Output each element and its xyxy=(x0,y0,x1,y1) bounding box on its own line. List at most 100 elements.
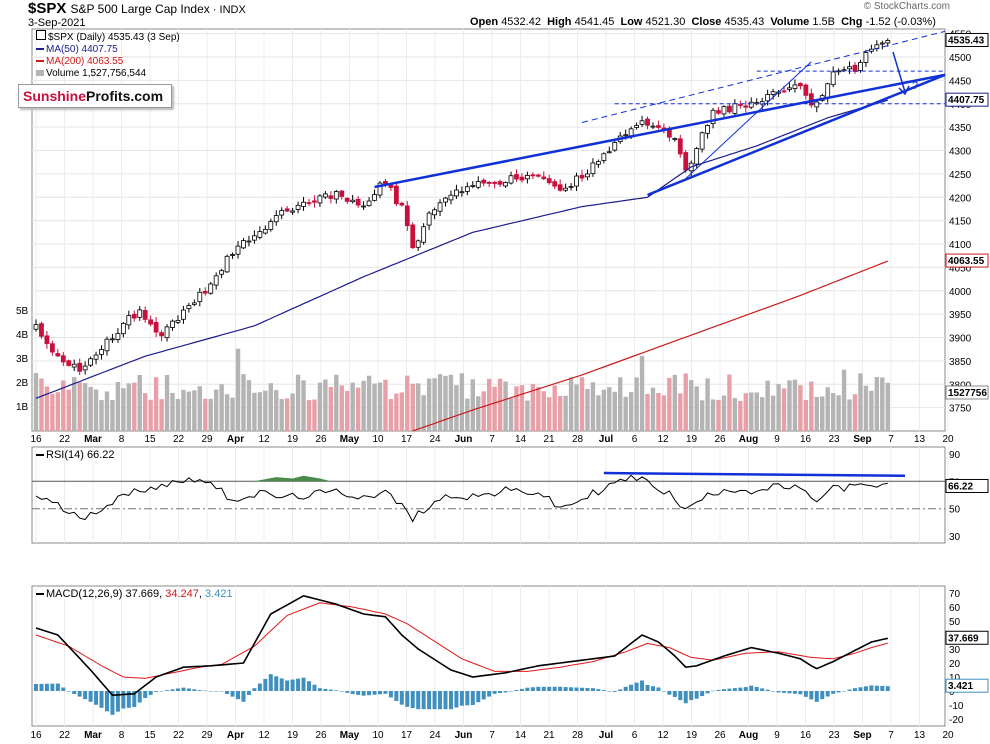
candle-body xyxy=(361,205,367,208)
price-tick-label: 3850 xyxy=(949,357,972,368)
candle-body xyxy=(808,93,814,106)
macd-histogram-bar xyxy=(481,691,486,700)
macd-histogram-bar xyxy=(498,691,503,694)
volume-bar xyxy=(481,391,486,431)
macd-histogram-bar xyxy=(727,688,732,691)
volume-bar xyxy=(601,389,607,431)
x-tick-label: 15 xyxy=(144,434,156,445)
candle-body xyxy=(404,205,410,227)
macd-histogram-bar xyxy=(776,691,781,693)
macd-histogram-bar xyxy=(230,691,235,697)
rsi-title: RSI(14) xyxy=(46,449,84,461)
x-tick-label: 29 xyxy=(201,730,213,741)
question-annotation: ? xyxy=(912,80,919,92)
macd-histogram-bar xyxy=(83,691,88,700)
candle-body xyxy=(437,202,443,212)
macd-signal-line xyxy=(35,602,888,679)
macd-histogram-bar xyxy=(34,684,38,691)
x-tick-label: 8 xyxy=(119,730,125,741)
candle-body xyxy=(312,200,317,203)
volume-tick-label: 5B xyxy=(16,306,29,317)
legend-ma50: MA(50) 4407.75 xyxy=(36,44,180,56)
candle-body xyxy=(159,332,164,337)
candle-body xyxy=(33,324,39,330)
candle-body xyxy=(694,148,700,165)
volume-bar xyxy=(721,395,727,431)
volume-bar xyxy=(705,378,710,431)
candle-body xyxy=(279,210,285,216)
candle-body xyxy=(355,198,361,206)
candle-body xyxy=(475,181,481,188)
macd-histogram-bar xyxy=(842,691,847,692)
macd-histogram-bar xyxy=(585,687,590,691)
volume-bar xyxy=(618,377,623,431)
x-tick-label: 13 xyxy=(914,730,926,741)
macd-histogram-bar xyxy=(771,691,776,692)
high-label: High xyxy=(547,16,572,28)
x-tick-label: Aug xyxy=(739,730,758,741)
rsi-panel-frame xyxy=(31,446,946,544)
x-tick-label: 6 xyxy=(632,434,638,445)
macd-histogram-bar xyxy=(825,691,830,697)
macd-histogram-bar xyxy=(672,691,677,697)
macd-histogram-bar xyxy=(290,679,295,691)
volume-bar xyxy=(585,389,590,431)
volume-bar xyxy=(192,390,197,431)
volume-bar xyxy=(170,392,175,431)
macd-histogram-bar xyxy=(186,688,191,691)
candle-body xyxy=(787,87,792,90)
volume-bar xyxy=(519,385,525,431)
macd-histogram-bar xyxy=(307,681,311,691)
rsi-overbought-fill xyxy=(254,475,331,482)
candle-body xyxy=(503,182,508,187)
x-tick-label: 12 xyxy=(657,730,669,741)
x-tick-label: 12 xyxy=(258,434,270,445)
ma50-tag: 4407.75 xyxy=(948,95,985,106)
macd-histogram-bar xyxy=(569,687,574,691)
candle-body xyxy=(574,175,579,187)
macd-histogram-bar xyxy=(459,691,464,706)
candle-body xyxy=(110,338,115,341)
low-value: 4521.30 xyxy=(645,16,686,28)
volume-bar xyxy=(514,386,519,431)
candle-body xyxy=(131,313,137,319)
volume-bar xyxy=(104,391,110,431)
macd-histogram-bar xyxy=(765,689,770,691)
volume-bar xyxy=(830,393,836,431)
candle-body xyxy=(262,229,268,234)
macd-histogram-bar xyxy=(716,689,721,691)
candle-body xyxy=(557,184,563,191)
macd-panel-frame xyxy=(31,585,946,727)
volume-bar xyxy=(596,395,601,431)
macd-histogram-bar xyxy=(181,687,186,691)
candle-body xyxy=(508,175,514,184)
volume-bars xyxy=(33,348,890,431)
price-tick-label: 4250 xyxy=(949,170,972,181)
volume-bar xyxy=(383,379,388,431)
macd-histogram-bar xyxy=(519,688,524,691)
candle-body xyxy=(306,202,312,204)
price-legend: $SPX (Daily) 4535.43 (3 Sep) MA(50) 4407… xyxy=(36,30,180,80)
macd-histogram-bar xyxy=(388,691,393,698)
volume-bar xyxy=(213,389,219,431)
candle-body xyxy=(290,210,296,213)
index-name: S&P 500 Large Cap Index xyxy=(70,2,210,16)
x-tick-label: 19 xyxy=(287,730,299,741)
macd-histogram-bar xyxy=(678,691,683,701)
volume-bar xyxy=(492,386,497,431)
candle-body xyxy=(366,200,372,207)
candle-body xyxy=(224,255,230,273)
volume-bar xyxy=(508,398,514,431)
macd-histogram-bar xyxy=(798,691,803,695)
x-tick-label: 28 xyxy=(572,730,584,741)
rsi-line xyxy=(35,474,888,523)
macd-histogram-bar xyxy=(148,691,153,695)
chg-value: -1.52 (-0.03%) xyxy=(865,16,936,28)
volume-bar xyxy=(82,383,88,431)
x-tick-label: Sep xyxy=(853,730,871,741)
volume-bar xyxy=(754,392,759,431)
x-tick-label: 7 xyxy=(888,434,894,445)
x-tick-label: 6 xyxy=(632,730,638,741)
ohlc-readout: Open 4532.42 High 4541.45 Low 4521.30 Cl… xyxy=(470,16,936,28)
x-tick-label: 17 xyxy=(401,730,413,741)
